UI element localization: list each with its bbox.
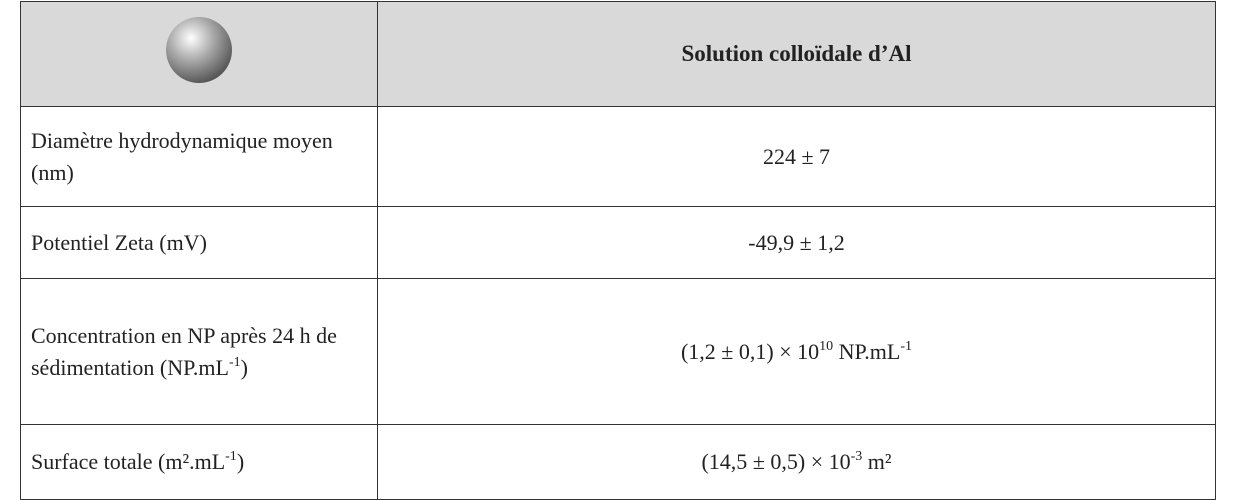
cell-text: (1,2 ± 0,1) × 10 (680, 338, 820, 364)
value-cell: 224 ± 7 (377, 106, 1216, 207)
data-table: Solution colloïdale d’Al Diamètre hydrod… (20, 1, 1216, 500)
superscript: 10 (819, 338, 834, 354)
value-cell: -49,9 ± 1,2 (377, 206, 1216, 279)
table-row: Concentration en NP après 24 h de sédime… (20, 278, 1216, 425)
cell-text: ) (236, 449, 245, 475)
value-cell: (1,2 ± 0,1) × 1010 NP.mL-1 (377, 278, 1216, 425)
label-cell: Concentration en NP après 24 h de sédime… (20, 278, 378, 425)
header-icon-cell (20, 1, 378, 107)
header-row: Solution colloïdale d’Al (20, 1, 1216, 107)
table-body: Solution colloïdale d’Al Diamètre hydrod… (20, 1, 1216, 500)
superscript: -1 (225, 449, 237, 465)
cell-text: -49,9 ± 1,2 (748, 229, 845, 255)
superscript: -3 (850, 449, 863, 465)
label-cell: Surface totale (m².mL-1) (20, 424, 378, 500)
label-cell: Potentiel Zeta (mV) (20, 206, 378, 279)
cell-text: Surface totale (m².mL (31, 449, 226, 475)
value-cell: (14,5 ± 0,5) × 10-3 m² (377, 424, 1216, 500)
cell-text: m² (862, 449, 892, 475)
superscript: -1 (900, 338, 913, 354)
cell-text: Potentiel Zeta (mV) (31, 229, 207, 255)
cell-text: Diamètre hydrodynamique moyen (nm) (31, 127, 333, 185)
cell-text: Solution colloïdale d’Al (681, 41, 912, 67)
label-cell: Diamètre hydrodynamique moyen (nm) (20, 106, 378, 207)
superscript: -1 (228, 354, 241, 370)
header-cell: Solution colloïdale d’Al (377, 1, 1216, 107)
cell-text: 224 ± 7 (762, 143, 831, 169)
table-row: Surface totale (m².mL-1) (14,5 ± 0,5) × 1… (20, 424, 1216, 500)
table-row: Diamètre hydrodynamique moyen (nm) 224 ± … (20, 106, 1216, 207)
cell-text: (14,5 ± 0,5) × 10 (701, 449, 851, 475)
table-row: Potentiel Zeta (mV) -49,9 ± 1,2 (20, 206, 1216, 279)
cell-text: ) (240, 354, 248, 380)
sphere-icon (166, 16, 232, 83)
cell-text: NP.mL (833, 338, 901, 364)
cell-text: Concentration en NP après 24 h de sédime… (31, 322, 337, 380)
